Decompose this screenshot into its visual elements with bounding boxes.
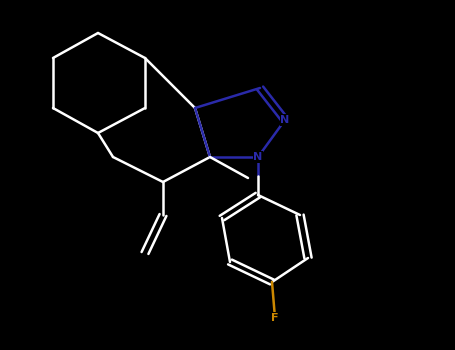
Text: N: N — [280, 115, 290, 125]
Text: N: N — [253, 152, 263, 162]
Text: F: F — [271, 313, 279, 323]
